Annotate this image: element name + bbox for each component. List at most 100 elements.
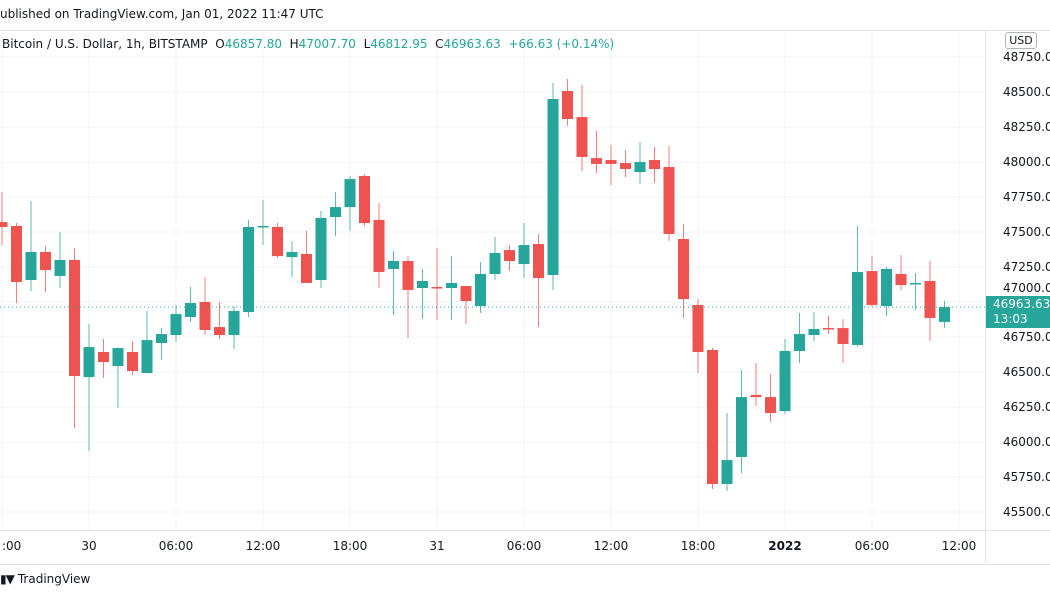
currency-button[interactable]: USD: [1005, 32, 1037, 49]
candle-body: [779, 351, 791, 412]
footer-logo-text: TradingView: [17, 572, 91, 586]
candle-down: [11, 223, 22, 303]
last-price-tag: 46963.63 13:03: [986, 296, 1050, 328]
candle-body: [823, 328, 834, 330]
candle-body: [692, 304, 704, 352]
candle-body: [373, 219, 385, 273]
candle-down: [402, 256, 414, 338]
candle-body: [750, 394, 762, 398]
candle-down: [866, 256, 878, 308]
price-axis-label: 45500.00: [1003, 505, 1050, 519]
candle-body: [460, 286, 472, 302]
candle-body: [315, 218, 327, 281]
candle-up: [779, 338, 791, 414]
candle-up: [736, 370, 747, 474]
candle-up: [939, 300, 950, 329]
candle-body: [721, 460, 733, 484]
candle-body: [11, 225, 22, 282]
candle-up: [156, 328, 167, 360]
price-axis-label: 46000.00: [1003, 435, 1050, 449]
candle-body: [127, 351, 138, 372]
candle-body: [417, 281, 428, 288]
candle-up: [417, 268, 428, 319]
candle-body: [910, 282, 921, 285]
candle-body: [214, 327, 225, 336]
change-value: +66.63 (+0.14%): [508, 37, 615, 51]
candle-body: [765, 397, 776, 414]
time-axis-label: 12:00: [246, 539, 281, 553]
candle-body: [243, 226, 254, 313]
candle-down: [823, 316, 834, 335]
low-label: L: [363, 37, 371, 51]
candle-body: [112, 348, 124, 366]
candle-body: [939, 307, 950, 322]
candle-body: [359, 176, 370, 224]
candle-body: [40, 252, 51, 271]
price-axis-label: 46500.00: [1003, 365, 1050, 379]
candle-up: [518, 223, 530, 279]
candle-up: [112, 347, 124, 408]
candle-up: [228, 306, 240, 350]
candle-down: [301, 231, 312, 283]
price-axis-label: 48250.00: [1003, 120, 1050, 134]
published-caption: ublished on TradingView.com, Jan 01, 202…: [0, 7, 324, 21]
candle-body: [489, 253, 501, 274]
low-value: 46812.95: [370, 37, 428, 51]
candle-down: [692, 299, 704, 373]
last-price: 46963.63: [993, 297, 1050, 311]
candle-up: [910, 273, 921, 310]
price-axis-label: 48000.00: [1003, 155, 1050, 169]
candle-up: [315, 211, 327, 288]
candle-body: [272, 226, 283, 257]
candle-down: [40, 246, 51, 293]
symbol-name: Bitcoin / U.S. Dollar, 1h, BITSTAMP: [2, 37, 208, 51]
candle-body: [562, 91, 573, 120]
candle-down: [605, 145, 617, 185]
candle-body: [54, 260, 66, 276]
candle-up: [286, 240, 298, 278]
candle-down: [199, 277, 211, 336]
open-value: 46857.80: [224, 37, 282, 51]
candle-body: [185, 302, 196, 317]
candle-down: [69, 247, 80, 428]
bar-countdown: 13:03: [993, 312, 1028, 326]
candle-body: [170, 314, 182, 336]
candle-up: [489, 237, 501, 281]
time-axis-label: 06:00: [507, 539, 542, 553]
candle-down: [504, 245, 515, 272]
candle-up: [141, 310, 153, 373]
time-axis-label: 2022: [768, 539, 801, 553]
candle-up: [881, 267, 892, 316]
candle-body: [605, 160, 617, 164]
candle-body: [663, 167, 675, 234]
candle-body: [678, 239, 689, 300]
candle-body: [257, 225, 269, 228]
candle-down: [895, 254, 907, 290]
candle-body: [736, 397, 747, 457]
candle-down: [373, 203, 385, 288]
price-axis-label: 47750.00: [1003, 190, 1050, 204]
candle-body: [895, 274, 907, 286]
candle-body: [286, 252, 298, 258]
candle-up: [808, 312, 820, 342]
candle-up: [547, 83, 559, 290]
price-axis-label: 47000.00: [1003, 281, 1050, 295]
candle-body: [388, 260, 399, 269]
candle-body: [504, 250, 515, 261]
candle-body: [924, 281, 936, 318]
time-axis-label: 12:00: [942, 539, 977, 553]
candle-body: [533, 244, 544, 279]
candle-body: [69, 260, 80, 377]
candle-up: [388, 251, 399, 316]
candle-body: [228, 310, 240, 336]
price-axis-label: 48500.00: [1003, 85, 1050, 99]
time-axis-label: 06:00: [159, 539, 194, 553]
candle-up: [83, 323, 95, 451]
candle-body: [576, 117, 588, 157]
candle-down: [750, 363, 762, 407]
time-axis-label: :00: [2, 539, 21, 553]
open-label: O: [215, 37, 225, 51]
candle-down: [359, 174, 370, 226]
candle-body: [431, 287, 443, 289]
